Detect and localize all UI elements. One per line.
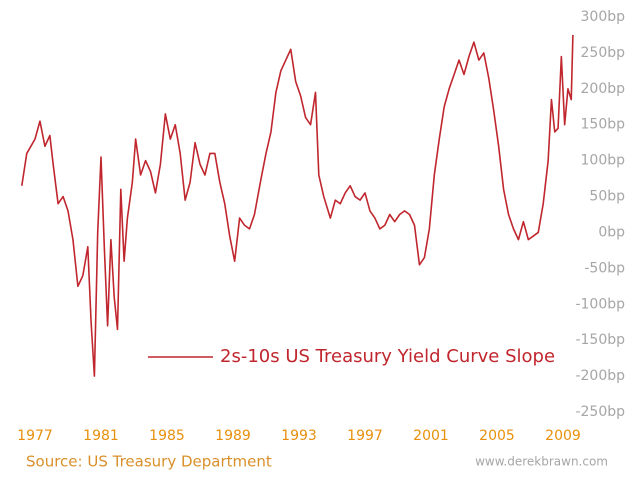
y-tick-label: 200bp <box>581 81 626 97</box>
y-tick-label: 250bp <box>581 45 626 61</box>
y-tick-label: -100bp <box>575 296 625 312</box>
x-tick-label: 1997 <box>347 428 383 444</box>
watermark: www.derekbrawn.com <box>475 455 608 469</box>
y-tick-label: 50bp <box>589 189 625 205</box>
series-line <box>21 34 574 377</box>
x-tick-label: 1993 <box>281 428 317 444</box>
x-tick-label: 1985 <box>149 428 185 444</box>
y-tick-label: 150bp <box>581 117 626 133</box>
y-tick-label: 100bp <box>581 153 626 169</box>
y-tick-label: -50bp <box>584 260 625 276</box>
x-tick-label: 1977 <box>17 428 53 444</box>
y-tick-label: 300bp <box>581 9 626 25</box>
source: Source: US Treasury Department <box>26 453 272 471</box>
legend-label: 2s-10s US Treasury Yield Curve Slope <box>220 346 555 367</box>
y-tick-label: -150bp <box>575 332 625 348</box>
x-tick-label: 1981 <box>83 428 119 444</box>
x-tick-label: 2001 <box>413 428 449 444</box>
y-tick-label: 0bp <box>598 224 625 240</box>
x-tick-label: 2005 <box>479 428 515 444</box>
y-tick-label: -250bp <box>575 404 625 420</box>
x-tick-label: 2009 <box>545 428 581 444</box>
x-tick-label: 1989 <box>215 428 251 444</box>
y-tick-label: -200bp <box>575 368 625 384</box>
